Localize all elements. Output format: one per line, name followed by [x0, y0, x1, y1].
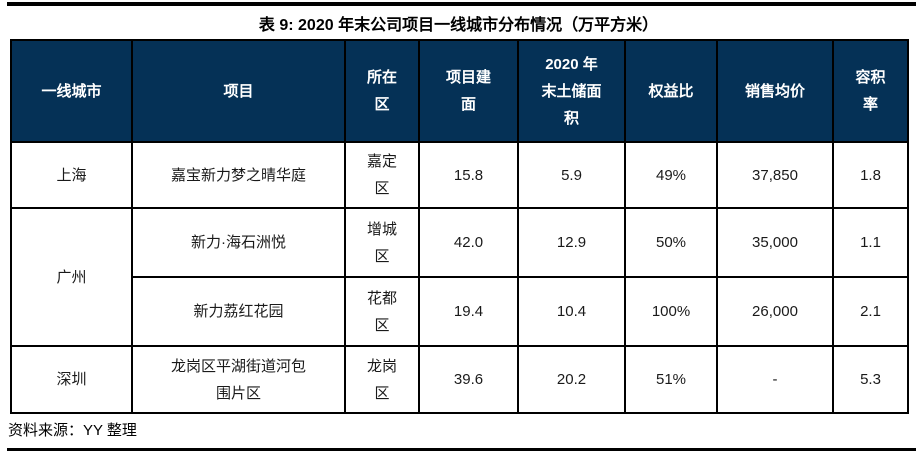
cell-avg-price: -	[716, 345, 834, 414]
cell-land-reserve: 12.9	[517, 207, 626, 278]
cell-city: 上海	[10, 141, 133, 209]
header-cell-equity-ratio: 权益比	[624, 39, 718, 143]
cell-equity-ratio: 49%	[624, 141, 718, 209]
cell-equity-ratio: 50%	[624, 207, 718, 278]
cell-plot-ratio: 1.8	[832, 141, 909, 209]
cell-project: 新力荔红花园	[131, 276, 346, 347]
cell-avg-price: 35,000	[716, 207, 834, 278]
source-note: 资料来源：YY 整理	[8, 422, 137, 439]
cell-project: 新力·海石洲悦	[131, 207, 346, 278]
table-header-row: 一线城市 项目 所在 区 项目建 面 2020 年 末土储面 积 权益比 销售均…	[10, 39, 909, 143]
projects-table: 一线城市 项目 所在 区 项目建 面 2020 年 末土储面 积 权益比 销售均…	[10, 39, 909, 414]
cell-district: 嘉定 区	[344, 141, 420, 209]
cell-plot-ratio: 5.3	[832, 345, 909, 414]
header-cell-city: 一线城市	[10, 39, 133, 143]
header-cell-avg-price: 销售均价	[716, 39, 834, 143]
cell-plot-ratio: 2.1	[832, 276, 909, 347]
cell-district: 花都 区	[344, 276, 420, 347]
cell-building-area: 39.6	[418, 345, 519, 414]
table-title: 表 9: 2020 年末公司项目一线城市分布情况（万平方米）	[258, 17, 659, 34]
table-row-guangzhou-2: 新力荔红花园 花都 区 19.4 10.4 100% 26,000 2.1	[11, 276, 909, 347]
cell-land-reserve: 10.4	[517, 276, 626, 347]
cell-district: 增城 区	[344, 207, 420, 278]
cell-building-area: 19.4	[418, 276, 519, 347]
cell-building-area: 15.8	[418, 141, 519, 209]
table-row-guangzhou-1: 广州 新力·海石洲悦 增城 区 42.0 12.9 50% 35,000 1.1	[10, 207, 909, 347]
cell-equity-ratio: 51%	[624, 345, 718, 414]
header-cell-plot-ratio: 容积 率	[832, 39, 909, 143]
table-row-shenzhen: 深圳 龙岗区平湖街道河包 围片区 龙岗 区 39.6 20.2 51% - 5.…	[10, 345, 909, 414]
cell-city: 深圳	[10, 345, 133, 414]
cell-city: 广州	[10, 207, 133, 347]
cell-equity-ratio: 100%	[624, 276, 718, 347]
table-row-shanghai: 上海 嘉宝新力梦之晴华庭 嘉定 区 15.8 5.9 49% 37,850 1.…	[10, 141, 909, 209]
cell-building-area: 42.0	[418, 207, 519, 278]
cell-land-reserve: 20.2	[517, 345, 626, 414]
top-rule	[7, 2, 916, 6]
cell-avg-price: 37,850	[716, 141, 834, 209]
header-cell-project: 项目	[131, 39, 346, 143]
bottom-rule	[7, 448, 916, 451]
cell-district: 龙岗 区	[344, 345, 420, 414]
header-cell-land-reserve: 2020 年 末土储面 积	[517, 39, 626, 143]
header-cell-building-area: 项目建 面	[418, 39, 519, 143]
cell-land-reserve: 5.9	[517, 141, 626, 209]
cell-project: 龙岗区平湖街道河包 围片区	[131, 345, 346, 414]
cell-avg-price: 26,000	[716, 276, 834, 347]
cell-project: 嘉宝新力梦之晴华庭	[131, 141, 346, 209]
cell-plot-ratio: 1.1	[832, 207, 909, 278]
header-cell-district: 所在 区	[344, 39, 420, 143]
